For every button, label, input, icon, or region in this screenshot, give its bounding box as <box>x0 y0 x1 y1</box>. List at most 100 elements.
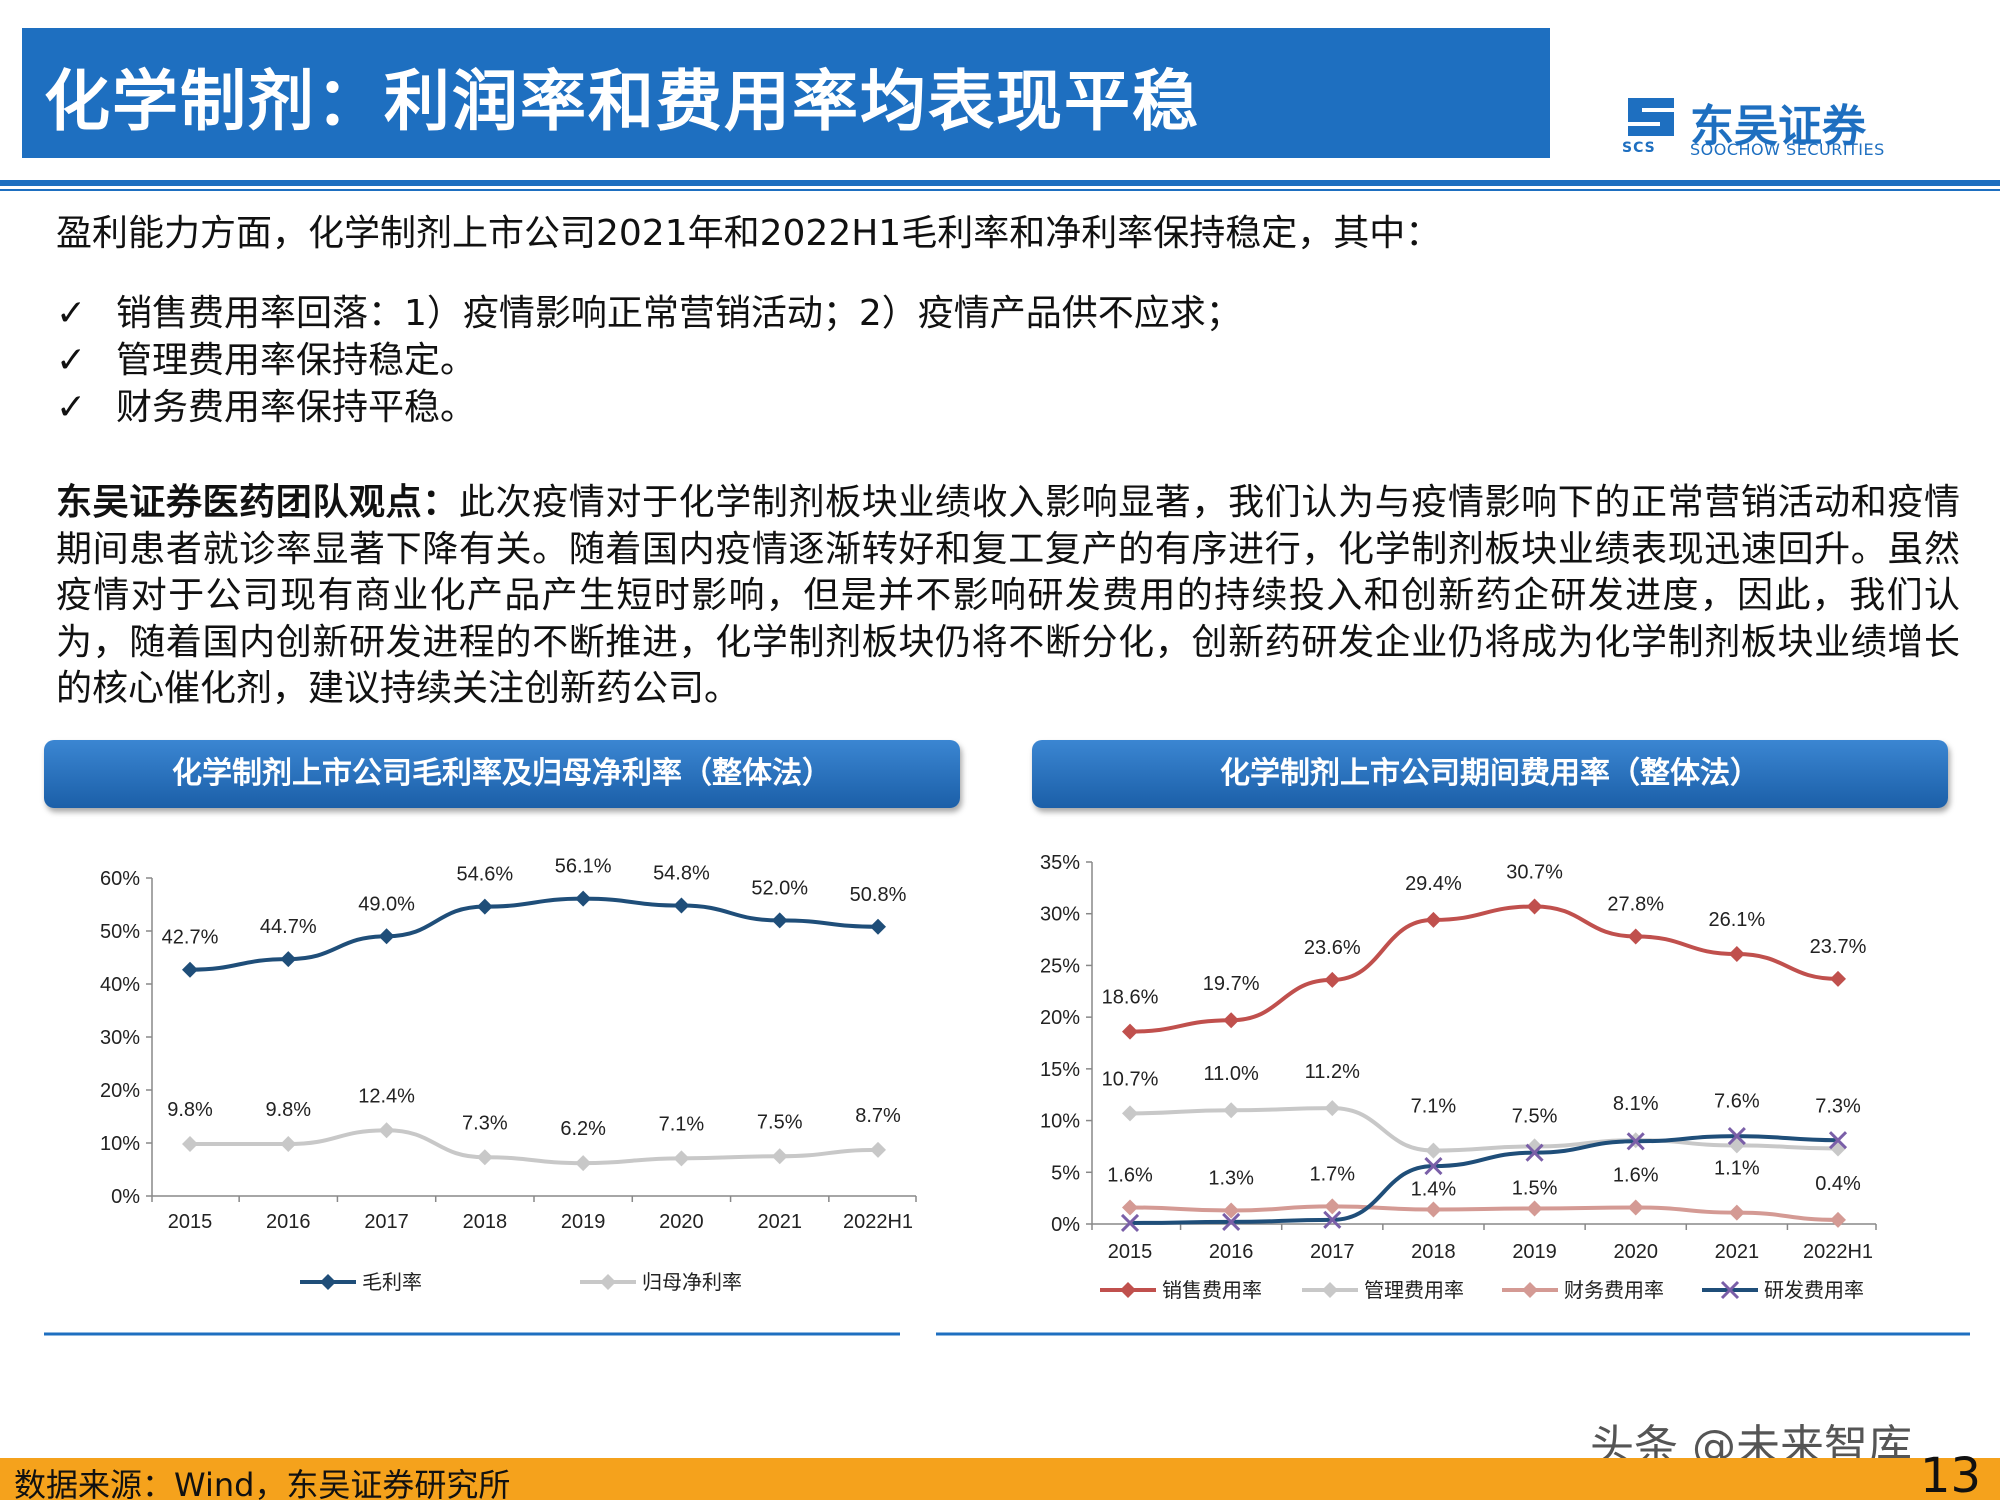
chart0-y-tick-label: 30% <box>100 1027 140 1049</box>
chart1-data-point-b <box>1727 1127 1746 1146</box>
chart0-data-label: 12.4% <box>358 1085 415 1107</box>
chart0-data-label: 9.8% <box>167 1099 213 1121</box>
chart1-data-point <box>1830 970 1846 987</box>
chart1-data-point-b <box>1323 1210 1342 1229</box>
bullet-item: ✓ 管理费用率保持稳定。 <box>56 337 1242 384</box>
bullet-text: 管理费用率保持稳定。 <box>116 340 477 381</box>
footer-bar <box>0 1458 2000 1500</box>
chart0-data-label: 8.7% <box>855 1105 901 1127</box>
chart0-data-point <box>870 1141 886 1158</box>
chart1-data-point <box>1324 971 1341 988</box>
chart0-data-point <box>673 1150 690 1167</box>
chart0-y-tick-label: 60% <box>100 868 140 890</box>
chart1-x-tick-label: 2019 <box>1512 1241 1557 1263</box>
chart1-y-tick-label: 0% <box>1051 1214 1080 1236</box>
chart1-data-label: 0.4% <box>1815 1173 1861 1195</box>
chart1-y-tick-label: 20% <box>1040 1007 1080 1029</box>
chart1-data-point <box>1728 1204 1745 1221</box>
chart1-y-tick-label: 35% <box>1040 852 1080 874</box>
chart0-series-line <box>189 896 879 972</box>
chart1-series-line <box>1129 1106 1839 1153</box>
chart1-legend-marker <box>1720 1280 1740 1300</box>
chart0-data-label: 56.1% <box>555 856 612 878</box>
chart1-data-label: 10.7% <box>1102 1068 1159 1090</box>
chart0-data-label: 49.0% <box>358 893 415 915</box>
chart0-data-point <box>870 918 886 935</box>
chart0-data-label: 7.1% <box>659 1113 705 1135</box>
chart1-legend-label: 研发费用率 <box>1764 1279 1864 1302</box>
chart1-data-label: 23.6% <box>1304 937 1361 959</box>
chart1-legend-marker-b <box>1720 1280 1740 1300</box>
chart1-x-tick-label: 2020 <box>1613 1241 1658 1263</box>
chart1-data-point-b <box>1525 1143 1544 1162</box>
chart1-data-label: 23.7% <box>1810 936 1867 958</box>
chart1-data-point <box>1122 1199 1138 1216</box>
chart1-data-label: 27.8% <box>1607 893 1664 915</box>
bullet-text: 销售费用率回落：1）疫情影响正常营销活动；2）疫情产品供不应求； <box>116 293 1242 334</box>
chart0-y-tick-label: 20% <box>100 1080 140 1102</box>
chart0-x-tick-label: 2017 <box>364 1211 409 1233</box>
chart1-x-tick-label: 2016 <box>1209 1241 1254 1263</box>
chart1-data-point-b <box>1222 1212 1241 1231</box>
chart1-x-tick-label: 2017 <box>1310 1241 1355 1263</box>
chart1-data-point <box>1424 1157 1443 1176</box>
chart0-data-label: 7.5% <box>757 1111 803 1133</box>
intro-text: 盈利能力方面，化学制剂上市公司2021年和2022H1毛利率和净利率保持稳定，其… <box>56 213 1442 254</box>
chart1-data-label: 11.0% <box>1204 1063 1259 1085</box>
chart0-data-point <box>476 898 493 915</box>
chart1-data-point <box>1728 946 1745 963</box>
chart1-data-point <box>1425 911 1442 928</box>
chart0-data-point <box>280 951 297 968</box>
chart1-data-label: 1.3% <box>1208 1168 1254 1190</box>
chart0-y-tick-label: 40% <box>100 974 140 996</box>
chart0-data-label: 42.7% <box>162 927 219 949</box>
chart1-data-point <box>1627 1199 1644 1216</box>
data-source: 数据来源：Wind，东吴证券研究所 <box>14 1466 511 1504</box>
chart0-x-tick-label: 2022H1 <box>843 1211 913 1233</box>
chart0-x-tick-label: 2019 <box>561 1211 606 1233</box>
chart0-data-point <box>575 890 592 907</box>
chart1-legend-label: 财务费用率 <box>1564 1279 1664 1302</box>
chart0-data-point <box>182 1136 198 1153</box>
chart1-data-label: 29.4% <box>1405 873 1462 895</box>
chart1-data-point <box>1324 1100 1341 1117</box>
chart-right-title: 化学制剂上市公司期间费用率（整体法） <box>1032 740 1948 808</box>
chart0-series-line <box>189 1128 879 1166</box>
chart1-y-tick-label: 25% <box>1040 955 1080 977</box>
title-divider-thin <box>0 189 2000 191</box>
chart0-data-point <box>378 928 395 945</box>
chart1-data-point <box>1425 1201 1442 1218</box>
title-bar <box>22 28 1550 158</box>
chart0-x-tick-label: 2020 <box>659 1211 704 1233</box>
chart0-legend-label: 归母净利率 <box>642 1271 742 1294</box>
chart1-data-label: 30.7% <box>1506 861 1563 883</box>
company-logo: 东吴证券 SCS SOOCHOW SECURITIES <box>1618 92 1958 162</box>
chart0-y-tick-label: 10% <box>100 1133 140 1155</box>
check-icon: ✓ <box>56 293 87 334</box>
chart0-data-label: 9.8% <box>265 1099 311 1121</box>
chart1-data-point <box>1526 1200 1543 1217</box>
chart1-data-point-b <box>1120 1213 1140 1233</box>
chart0-data-label: 52.0% <box>751 877 808 899</box>
logo-mark-icon <box>1628 98 1674 136</box>
chart1-data-point <box>1223 1012 1240 1029</box>
chart1-data-label: 7.1% <box>1411 1096 1457 1118</box>
title-divider <box>0 180 2000 186</box>
page-title: 化学制剂：利润率和费用率均表现平稳 <box>44 63 1200 140</box>
chart1-x-tick-label: 2015 <box>1108 1241 1153 1263</box>
chart1-data-point <box>1830 1211 1846 1228</box>
chart0-legend-label: 毛利率 <box>362 1271 422 1294</box>
chart1-series-line <box>1129 904 1839 1034</box>
chart1-data-point <box>1727 1127 1746 1146</box>
bullet-list: ✓ 销售费用率回落：1）疫情影响正常营销活动；2）疫情产品供不应求； ✓ 管理费用率… <box>56 290 1242 431</box>
team-view-text: 此次疫情对于化学制剂板块业绩收入影响显著，我们认为与疫情影响下的正常营销活动和疫… <box>56 482 1960 709</box>
chart0-data-point <box>476 1149 493 1166</box>
chart1-data-point-b <box>1424 1157 1443 1176</box>
check-icon: ✓ <box>56 387 87 428</box>
chart1-legend-marker <box>1120 1282 1136 1298</box>
logo-abbr: SCS <box>1622 140 1656 156</box>
chart1-data-point <box>1223 1202 1240 1219</box>
chart1-data-point-b <box>1828 1131 1848 1150</box>
page-number: 13 <box>1920 1448 1982 1504</box>
